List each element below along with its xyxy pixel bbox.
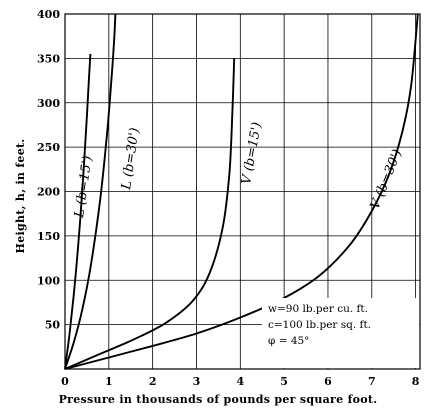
curve-label-v-30: V (b=30') (368, 147, 406, 211)
x-axis-title: Pressure in thousands of pounds per squa… (59, 393, 378, 406)
curve-label-v-15: V (b=15') (239, 121, 265, 186)
x-tick-label: 8 (412, 375, 420, 388)
annotation-box (262, 298, 419, 368)
series-line-0 (64, 53, 92, 370)
y-tick-label: 250 (37, 141, 60, 154)
y-tick-label: 300 (37, 97, 60, 110)
annotation-line-2: c=100 lb.per sq. ft. (268, 319, 371, 331)
x-tick-label: 0 (61, 375, 69, 388)
y-tick-label: 100 (37, 274, 60, 287)
annotation-line-1: w=90 lb.per cu. ft. (268, 303, 368, 315)
x-tick-label: 3 (193, 375, 201, 388)
x-tick-label: 1 (105, 375, 113, 388)
x-tick-label: 4 (236, 375, 244, 388)
x-tick-label: 5 (280, 375, 288, 388)
tick-labels: 0 1 2 3 4 5 6 7 8 50 100 150 200 250 300 350 400 (37, 8, 420, 388)
x-tick-label: 2 (149, 375, 157, 388)
grid (65, 14, 420, 369)
y-tick-label: 350 (37, 52, 60, 65)
curves (64, 13, 419, 370)
annotation-line-3: φ = 45° (268, 335, 309, 347)
x-tick-label: 6 (324, 375, 332, 388)
y-tick-label: 150 (37, 230, 60, 243)
y-tick-label: 200 (37, 186, 60, 199)
y-axis-title: Height, h, in feet. (14, 138, 27, 253)
series-line-1 (64, 13, 117, 370)
curve-label-l-30: L (b=30') (119, 127, 143, 192)
curve-label-l-15: L (b=15') (72, 155, 96, 220)
y-tick-label: 400 (37, 8, 60, 21)
y-tick-label: 50 (45, 319, 61, 332)
series-line-2 (64, 58, 236, 370)
plot-frame (64, 13, 421, 370)
x-tick-label: 7 (368, 375, 376, 388)
series-line-3 (64, 13, 419, 370)
